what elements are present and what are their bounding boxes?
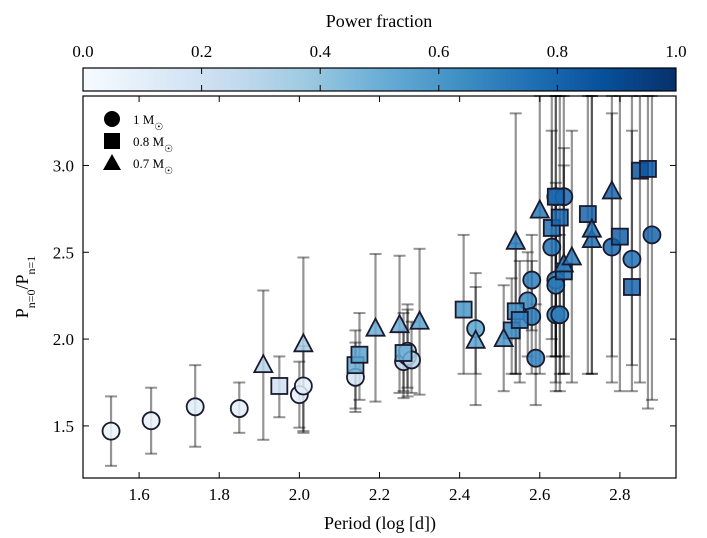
colorbar-tick-label: 0.0 xyxy=(72,42,93,61)
x-tick-label: 2.4 xyxy=(449,485,471,504)
y-axis-label: Pn=0/Pn=1 xyxy=(12,256,38,319)
point-circle xyxy=(550,305,570,325)
point-circle xyxy=(185,397,205,417)
colorbar-tick-label: 1.0 xyxy=(665,42,686,61)
point-square xyxy=(350,345,369,364)
plot-area: 1.6 1.8 2.0 2.2 2.4 2.6 2.8 1.5 2.0 2.5 3.0 xyxy=(53,95,677,504)
x-tick-label: 2.2 xyxy=(369,485,390,504)
point-triangle xyxy=(389,313,411,334)
point-circle xyxy=(101,421,121,441)
point-circle xyxy=(522,270,542,290)
point-square xyxy=(270,377,289,395)
legend-label-0.7msun: 0.7 M☉ xyxy=(133,156,173,177)
y-label-sub-num: n=0 xyxy=(24,290,38,309)
point-triangle xyxy=(581,217,603,238)
legend-label-0.8msun: 0.8 M☉ xyxy=(133,134,173,155)
x-tick-label: 2.8 xyxy=(609,485,630,504)
colorbar-tick-label: 0.8 xyxy=(547,42,568,61)
point-square xyxy=(639,160,657,178)
colorbar-ticks xyxy=(82,68,677,91)
y-tick-label: 1.5 xyxy=(53,417,74,436)
y-tick-label: 2.0 xyxy=(53,330,74,349)
x-tick-labels: 1.6 1.8 2.0 2.2 2.4 2.6 2.8 xyxy=(128,485,630,504)
y-tick-label: 3.0 xyxy=(53,156,74,175)
point-square xyxy=(454,300,473,319)
point-circle xyxy=(229,399,249,418)
point-triangle xyxy=(465,328,487,349)
legend: 1 M☉ 0.8 M☉ 0.7 M☉ xyxy=(103,111,173,177)
legend-marker-square xyxy=(104,133,120,149)
point-square xyxy=(550,208,569,227)
colorbar-tick-label: 0.2 xyxy=(191,42,212,61)
point-triangle xyxy=(581,228,603,249)
data-markers xyxy=(101,160,662,441)
point-square xyxy=(623,278,641,296)
colorbar-tick-label: 0.4 xyxy=(310,42,332,61)
point-square xyxy=(510,311,529,329)
point-circle xyxy=(542,237,562,257)
point-square xyxy=(546,187,565,206)
point-circle xyxy=(526,348,546,368)
point-triangle xyxy=(409,309,431,330)
x-axis-label: Period (log [d]) xyxy=(324,513,436,534)
point-triangle xyxy=(505,229,527,250)
point-square xyxy=(394,344,413,362)
point-triangle xyxy=(292,332,314,353)
y-tick-label: 2.5 xyxy=(53,243,74,262)
legend-marker-triangle xyxy=(103,154,121,170)
x-tick-label: 2.6 xyxy=(529,485,550,504)
point-triangle xyxy=(529,198,551,219)
point-triangle xyxy=(493,327,515,347)
point-square xyxy=(578,205,597,223)
point-circle xyxy=(141,411,161,431)
legend-marker-circle xyxy=(104,111,120,127)
y-tick-labels: 1.5 2.0 2.5 3.0 xyxy=(53,156,74,435)
axis-ticks xyxy=(83,96,676,478)
point-triangle xyxy=(364,316,386,337)
legend-label-1msun: 1 M☉ xyxy=(133,112,163,133)
point-triangle xyxy=(561,245,583,266)
x-tick-label: 2.0 xyxy=(289,485,310,504)
colorbar-tick-labels: 0.0 0.2 0.4 0.6 0.8 1.0 xyxy=(72,42,686,61)
x-tick-label: 1.6 xyxy=(128,485,149,504)
point-circle xyxy=(293,376,313,396)
point-square xyxy=(611,227,629,246)
colorbar-title: Power fraction xyxy=(326,11,432,31)
y-label-sep: /P xyxy=(12,274,32,289)
y-label-main: P xyxy=(12,308,32,318)
colorbar: Power fraction 0.0 0.2 0.4 0.6 0.8 1.0 xyxy=(72,11,687,92)
colorbar-bar xyxy=(82,67,677,92)
point-circle xyxy=(642,225,662,245)
point-triangle xyxy=(601,179,623,200)
x-tick-label: 1.8 xyxy=(209,485,230,504)
colorbar-tick-label: 0.6 xyxy=(428,42,449,61)
y-label-sub-den: n=1 xyxy=(24,256,38,275)
point-triangle xyxy=(252,353,274,374)
point-circle xyxy=(622,249,642,269)
